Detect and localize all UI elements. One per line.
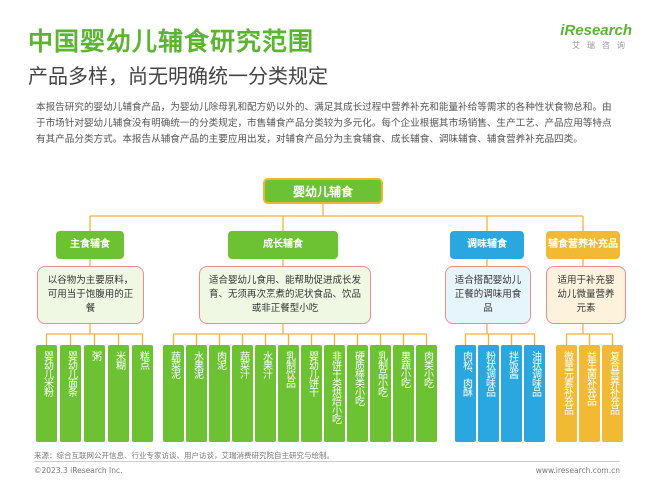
leaf-staple-4: 糕点 xyxy=(132,345,153,442)
leaf-growth-7: 非饼干类烘焙小吃 xyxy=(324,345,345,442)
logo-text: iResearch xyxy=(560,22,632,39)
footer-divider xyxy=(34,461,620,462)
category-seasoning-description: 适合搭配婴幼儿正餐的调味用食品 xyxy=(445,266,531,324)
category-supplement-description: 适用于补充婴幼儿微量营养元素 xyxy=(546,266,626,324)
leaf-growth-5: 乳制饮品 xyxy=(278,345,299,442)
leaf-growth-2: 肉泥 xyxy=(209,345,230,442)
intro-paragraph: 本报告研究的婴幼儿辅食产品，为婴幼儿除母乳和配方奶以外的、满足其成长过程中营养补… xyxy=(36,102,612,145)
category-growth: 成长辅食 xyxy=(228,231,338,259)
leaf-seasoning-2: 拌饭酱 xyxy=(501,345,522,442)
category-seasoning: 调味辅食 xyxy=(450,231,524,259)
copyright: ©2023.3 iResearch Inc. xyxy=(34,466,123,475)
root-node: 婴幼儿辅食 xyxy=(263,178,383,204)
leaf-staple-2: 粥 xyxy=(84,345,105,442)
leaf-supplement-1: 益生菌补充品 xyxy=(579,345,600,442)
page-subtitle: 产品多样，尚无明确统一分类规定 xyxy=(28,64,328,88)
leaf-seasoning-3: 油状调味品 xyxy=(524,345,545,442)
source-note: 来源：综合互联网公开信息、行业专家访谈、用户访谈，艾瑞消费研究院自主研究与绘制。 xyxy=(34,451,334,460)
leaf-seasoning-0: 肉松、肉酥 xyxy=(455,345,476,442)
leaf-growth-10: 果蔬小吃 xyxy=(393,345,414,442)
leaf-growth-9: 乳制品小吃 xyxy=(370,345,391,442)
leaf-staple-0: 婴幼儿米粉 xyxy=(36,345,57,442)
leaf-staple-3: 米糊 xyxy=(108,345,129,442)
leaf-growth-1: 水果泥 xyxy=(186,345,207,442)
category-staple: 主食辅食 xyxy=(56,231,124,259)
category-staple-description: 以谷物为主要原料，可用当于饱腹用的正餐 xyxy=(37,266,144,324)
leaf-growth-3: 蔬菜汁 xyxy=(232,345,253,442)
website: www.iresearch.com.cn xyxy=(535,466,620,475)
leaf-seasoning-1: 粉状调味品 xyxy=(478,345,499,442)
leaf-growth-4: 水果汁 xyxy=(255,345,276,442)
leaf-staple-1: 婴幼儿面条 xyxy=(60,345,81,442)
leaf-growth-6: 婴幼儿饼干 xyxy=(301,345,322,442)
leaf-growth-11: 肉类小吃 xyxy=(416,345,437,442)
page-title: 中国婴幼儿辅食研究范围 xyxy=(28,27,315,56)
category-growth-description: 适合婴幼儿食用、能帮助促进成长发育、无须再次烹煮的泥状食品、饮品或非正餐型小吃 xyxy=(199,266,371,324)
logo-subtext: 艾瑞咨询 xyxy=(572,41,632,50)
leaf-supplement-0: 微量元素补充品 xyxy=(556,345,577,442)
iresearch-logo: iResearch 艾瑞咨询 xyxy=(522,22,632,51)
leaf-growth-0: 蔬菜泥 xyxy=(163,345,184,442)
category-supplement: 辅食营养补充品 xyxy=(546,231,620,259)
leaf-supplement-2: 复合营养补充品 xyxy=(602,345,623,442)
leaf-growth-8: 硬质棒类小吃 xyxy=(347,345,368,442)
